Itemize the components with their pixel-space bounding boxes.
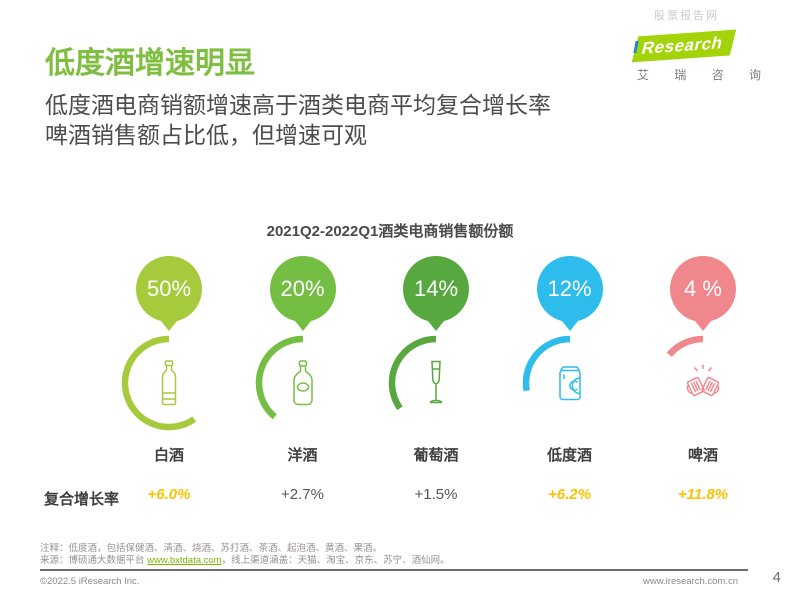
wine-glass-icon xyxy=(386,333,486,433)
share-bubble: 14% xyxy=(403,256,469,322)
source-link[interactable]: www.bxtdata.com xyxy=(147,554,222,566)
gauge-arc-box xyxy=(253,333,353,433)
share-value: 4 % xyxy=(684,276,722,301)
share-value: 12% xyxy=(547,276,592,301)
source-prefix: 来源：博硕通大数据平台 xyxy=(40,554,148,566)
gauge-arc xyxy=(255,335,303,420)
subtitle-line-2: 啤酒销售额占比低，但增速可观 xyxy=(45,122,367,148)
chart-column-baijiu: 50% 白酒 +6.0% xyxy=(118,256,220,503)
liqueur-bottle-icon xyxy=(253,333,353,433)
chart-columns: 50% 白酒 +6.0% 20 xyxy=(118,256,754,503)
chart-column-pijiu: 4 % xyxy=(652,256,754,503)
category-label: 葡萄酒 xyxy=(413,447,459,464)
website-text: www.iresearch.com.cn xyxy=(642,576,738,587)
growth-row-label: 复合增长率 xyxy=(44,491,120,508)
chart-column-didujiu: 12% 低度酒 +6.2% xyxy=(519,256,621,503)
category-label: 白酒 xyxy=(153,447,184,464)
page-number: 4 xyxy=(772,569,781,586)
footer-divider xyxy=(40,569,748,571)
page-subtitle: 低度酒电商销额增速高于酒类电商平均复合增长率 啤酒销售额占比低，但增速可观 xyxy=(45,90,551,150)
growth-value: +11.8% xyxy=(677,486,729,503)
share-bubble: 20% xyxy=(269,256,336,322)
gauge-arc-box xyxy=(386,333,486,433)
category-label: 洋酒 xyxy=(287,447,318,464)
beer-mugs-icon xyxy=(653,333,753,433)
gauge-arc xyxy=(121,335,197,431)
logo-research-text: Research xyxy=(639,33,726,58)
source-suffix: ，线上渠道涵盖：天猫、淘宝、京东、苏宁、酒仙网。 xyxy=(221,554,450,566)
growth-value: +1.5% xyxy=(414,486,458,503)
note-line-1: 注释：低度酒，包括保健酒、清酒、烧酒、苏打酒、茶酒、起泡酒、黄酒、果酒。 xyxy=(40,543,383,554)
logo-band: Research xyxy=(631,29,736,63)
growth-value: +2.7% xyxy=(281,486,324,503)
share-bubble: 12% xyxy=(536,256,603,322)
gauge-arc xyxy=(666,335,704,357)
logo-wordmark: ı Research xyxy=(631,29,757,63)
logo-letter-i: ı xyxy=(633,33,640,58)
watermark-text: 股票报告网 xyxy=(654,10,719,22)
growth-value: +6.2% xyxy=(548,486,591,503)
gauge-arc xyxy=(522,335,570,392)
chart-column-yangjiu: 20% 洋酒 +2.7% xyxy=(252,256,354,503)
gauge-arc-box xyxy=(520,333,620,433)
gauge-arc-box xyxy=(653,333,753,433)
subtitle-line-1: 低度酒电商销额增速高于酒类电商平均复合增长率 xyxy=(45,92,551,118)
share-value: 50% xyxy=(146,276,192,301)
iresearch-logo: ı Research 艾 瑞 咨 询 xyxy=(631,29,773,83)
beverage-can-icon xyxy=(520,333,620,433)
note-line-2: 来源：博硕通大数据平台 www.bxtdata.com，线上渠道涵盖：天猫、淘宝… xyxy=(40,555,450,567)
footnotes: 注释：低度酒，包括保健酒、清酒、烧酒、苏打酒、茶酒、起泡酒、黄酒、果酒。 来源：… xyxy=(40,543,450,566)
gauge-arc xyxy=(388,335,437,411)
share-bubble: 50% xyxy=(136,256,202,322)
category-label: 低度酒 xyxy=(546,447,592,464)
copyright-text: ©2022.5 iResearch Inc. xyxy=(40,576,140,587)
page-title: 低度酒增速明显 xyxy=(45,47,255,80)
gauge-arc-box xyxy=(119,333,219,433)
growth-value: +6.0% xyxy=(147,486,191,503)
share-bubble: 4 % xyxy=(670,256,736,322)
share-value: 14% xyxy=(413,276,459,301)
logo-chinese-name: 艾 瑞 咨 询 xyxy=(637,68,773,82)
chart-column-putaojiu: 14% 葡萄酒 +1.5% xyxy=(385,256,487,503)
category-label: 啤酒 xyxy=(687,447,718,464)
liquor-bottle-icon xyxy=(119,333,219,433)
share-value: 20% xyxy=(280,276,325,301)
chart-title: 2021Q2-2022Q1酒类电商销售额份额 xyxy=(266,223,514,240)
